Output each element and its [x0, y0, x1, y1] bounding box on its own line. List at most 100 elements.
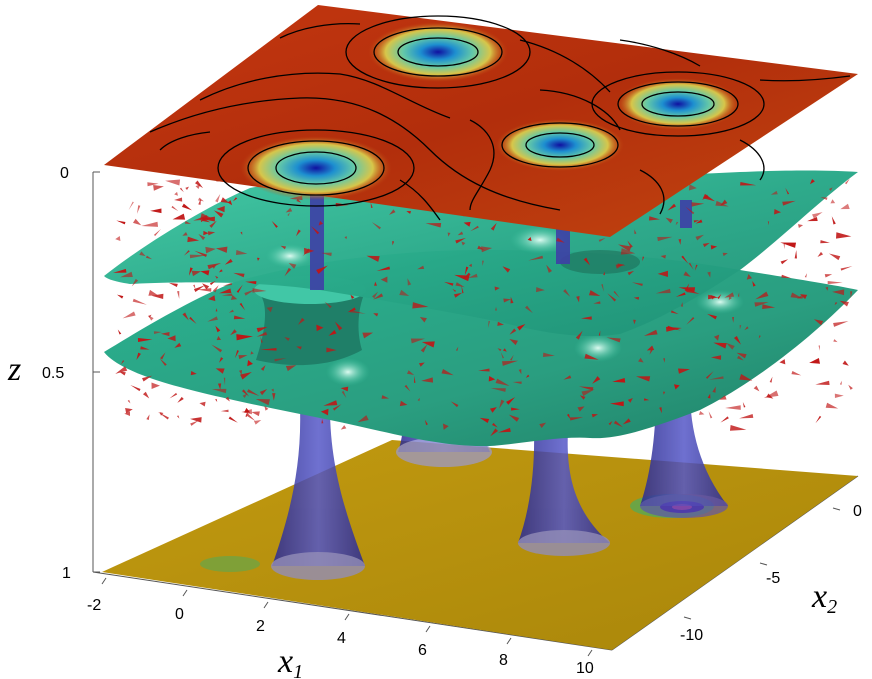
velocity-arrow [598, 237, 606, 242]
velocity-arrow [372, 291, 379, 299]
velocity-arrow [646, 345, 655, 351]
velocity-arrow [832, 289, 845, 296]
velocity-arrow [581, 316, 592, 320]
velocity-arrow [782, 200, 796, 206]
velocity-arrow [481, 246, 493, 253]
velocity-arrow [165, 179, 181, 186]
velocity-arrow [712, 386, 716, 393]
velocity-arrow [177, 396, 184, 403]
velocity-arrow [840, 266, 853, 271]
velocity-arrow [588, 290, 601, 297]
velocity-arrow [376, 266, 391, 271]
velocity-arrow [380, 276, 388, 283]
velocity-arrow [675, 292, 686, 297]
velocity-arrow [216, 206, 225, 213]
velocity-arrow [321, 252, 332, 257]
x2-tick-neg5: -5 [766, 570, 780, 587]
x1-tick-0: 0 [175, 606, 184, 623]
velocity-arrow [450, 401, 459, 408]
velocity-arrow [606, 337, 621, 343]
velocity-arrow [425, 222, 442, 228]
velocity-arrow [271, 220, 278, 228]
velocity-arrow [236, 334, 253, 341]
velocity-arrow [840, 203, 850, 210]
velocity-arrow [185, 186, 189, 191]
velocity-arrow [168, 282, 178, 288]
x1-axis-label: x1 [277, 643, 303, 679]
velocity-arrow [259, 389, 268, 396]
velocity-arrow [655, 288, 671, 294]
velocity-arrow [174, 342, 182, 348]
velocity-arrow [622, 418, 631, 425]
velocity-arrow [137, 205, 141, 214]
velocity-arrow [187, 236, 200, 243]
velocity-arrow [494, 286, 500, 291]
x2-axis-label: x2 [811, 578, 837, 618]
velocity-arrow [230, 329, 237, 336]
velocity-arrow [497, 427, 511, 433]
velocity-arrow [399, 400, 408, 407]
velocity-arrow [420, 344, 428, 353]
velocity-arrow [563, 289, 571, 297]
velocity-arrow [244, 407, 251, 413]
velocity-arrow [809, 358, 821, 364]
upper-isosurface [104, 170, 858, 337]
velocity-arrow [815, 415, 822, 424]
velocity-arrow [780, 242, 797, 248]
velocity-arrow [715, 200, 729, 207]
velocity-arrow [456, 346, 459, 351]
velocity-arrow [642, 256, 645, 262]
velocity-arrow [455, 282, 465, 288]
velocity-arrow [130, 385, 141, 392]
velocity-arrow [636, 376, 651, 382]
velocity-arrow [638, 357, 644, 363]
z-tick-05: 0.5 [42, 365, 64, 382]
velocity-arrow [174, 197, 183, 202]
velocity-arrow [240, 371, 252, 380]
velocity-arrow [207, 316, 218, 322]
velocity-arrow [193, 284, 196, 290]
velocity-arrow [828, 253, 841, 261]
velocity-arrow [260, 347, 277, 351]
velocity-arrow [160, 331, 170, 337]
velocity-arrow [145, 255, 153, 260]
velocity-arrow [774, 209, 782, 215]
velocity-arrow [142, 391, 150, 399]
velocity-arrow [444, 281, 454, 286]
velocity-arrow [179, 187, 184, 193]
velocity-arrow [177, 415, 180, 419]
velocity-arrow [215, 308, 218, 312]
velocity-arrow [285, 365, 297, 372]
velocity-arrow [117, 329, 122, 335]
velocity-arrow [288, 263, 297, 269]
velocity-arrow [207, 263, 222, 270]
velocity-arrow [683, 271, 691, 277]
velocity-arrow [742, 401, 746, 408]
velocity-arrow [208, 295, 216, 302]
velocity-arrow [328, 330, 337, 336]
velocity-arrow [191, 270, 202, 277]
velocity-arrow [298, 317, 305, 325]
velocity-arrow [215, 246, 228, 253]
velocity-arrow [739, 414, 754, 419]
velocity-arrow [220, 409, 229, 413]
velocity-arrow [607, 293, 617, 302]
velocity-arrow [489, 407, 497, 413]
velocity-arrow [340, 425, 347, 430]
velocity-arrow [323, 400, 338, 406]
velocity-arrow [316, 265, 328, 275]
velocity-arrow [686, 316, 695, 325]
velocity-arrow [517, 323, 526, 331]
velocity-arrow [584, 353, 599, 360]
velocity-arrow [140, 346, 150, 350]
velocity-arrow [681, 255, 689, 264]
velocity-arrow [238, 355, 248, 360]
velocity-arrow [190, 420, 199, 426]
velocity-arrow [705, 371, 714, 379]
velocity-arrow [200, 213, 213, 219]
velocity-arrow [209, 280, 216, 286]
x1-tick-10: 10 [576, 660, 594, 677]
velocity-arrow [648, 216, 660, 221]
velocity-arrow [190, 371, 197, 376]
velocity-arrow [190, 417, 202, 423]
